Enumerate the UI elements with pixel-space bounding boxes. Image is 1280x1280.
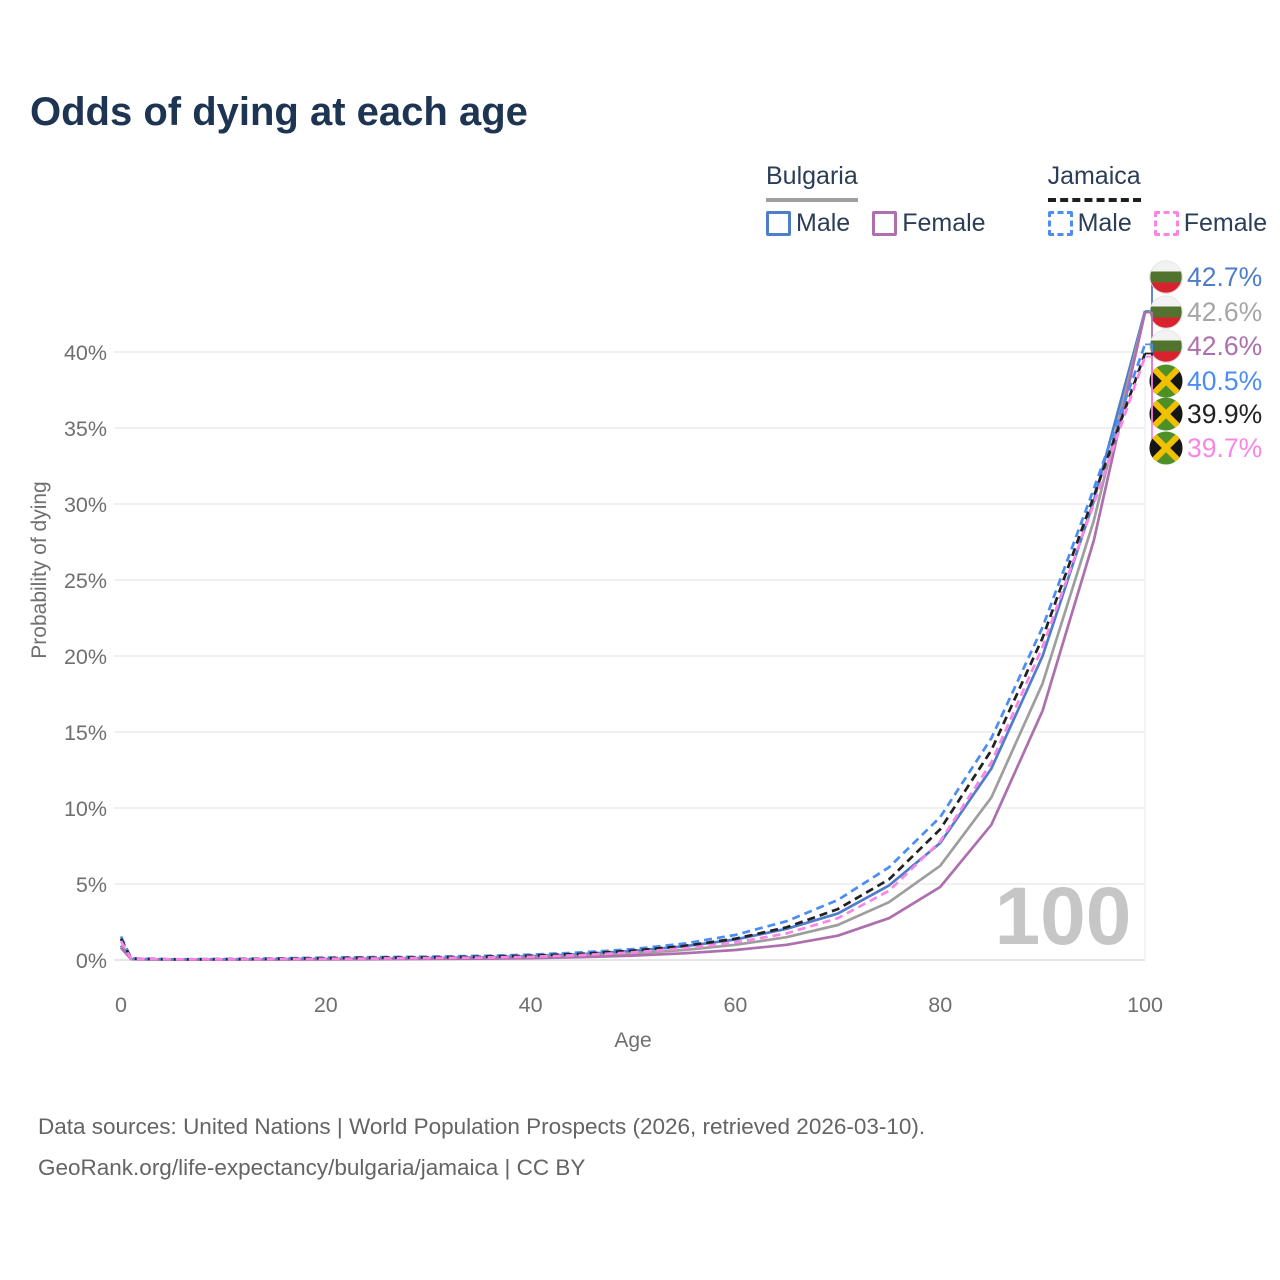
x-axis-tick-labels: 0 20 40 60 80 100 <box>115 993 1163 1017</box>
x-tick-20: 20 <box>314 993 338 1017</box>
series-line-jamaica-both-sexes[interactable] <box>119 353 1147 961</box>
x-tick-100: 100 <box>1127 993 1163 1017</box>
footer-attribution: GeoRank.org/life-expectancy/bulgaria/jam… <box>38 1155 586 1180</box>
legend-country-jamaica: Jamaica <box>1047 162 1141 202</box>
series-lines <box>119 310 1147 962</box>
y-tick-15: 15% <box>64 721 107 745</box>
legend-label-bulgaria-female: Female <box>902 209 986 237</box>
y-axis-title: Probability of dying <box>28 481 51 658</box>
series-line-bulgaria-male[interactable] <box>119 310 1147 961</box>
age-counter-watermark: 100 <box>995 871 1132 962</box>
y-axis-tick-labels: 0% 5% 10% 15% 20% 25% 30% 35% 40% <box>64 341 107 973</box>
series-line-bulgaria-both-sexes[interactable] <box>119 312 1147 961</box>
y-tick-5: 5% <box>76 873 107 897</box>
y-tick-10: 10% <box>64 797 107 821</box>
legend-item-bulgaria-male[interactable]: Male <box>766 209 850 238</box>
end-value-annotations: 42.7% 42.6% 42.6% 40.5%39.9% 39.7% <box>1145 260 1262 465</box>
bulgaria-flag-icon <box>1149 329 1183 363</box>
series-line-jamaica-male[interactable] <box>119 343 1147 961</box>
jamaica-flag-icon <box>1149 397 1183 431</box>
legend-item-jamaica-female[interactable]: Female <box>1153 209 1268 238</box>
y-tick-40: 40% <box>64 341 107 365</box>
series-line-bulgaria-female[interactable] <box>119 312 1147 962</box>
jamaica-flag-icon <box>1149 364 1183 398</box>
legend-items-bulgaria: Male Female <box>766 209 986 238</box>
bulgaria-flag-icon <box>1149 295 1183 329</box>
y-tick-35: 35% <box>64 417 107 441</box>
footer-sources: Data sources: United Nations | World Pop… <box>38 1114 926 1139</box>
page-title: Odds of dying at each age <box>30 90 528 134</box>
footer: Data sources: United Nations | World Pop… <box>38 1106 925 1188</box>
end-label-jamaica-male: 40.5% <box>1187 366 1262 396</box>
end-label-jamaica-female: 39.7% <box>1187 433 1262 463</box>
jamaica-female-swatch-icon <box>1153 211 1179 236</box>
legend-item-bulgaria-female[interactable]: Female <box>872 209 986 238</box>
legend-group-jamaica: Jamaica Male Female <box>1047 162 1268 238</box>
end-label-jamaica-both-sexes: 39.9% <box>1187 399 1262 429</box>
legend-country-bulgaria: Bulgaria <box>766 162 858 202</box>
legend-item-jamaica-male[interactable]: Male <box>1047 209 1132 238</box>
y-tick-0: 0% <box>76 949 107 973</box>
x-tick-60: 60 <box>723 993 747 1017</box>
jamaica-flag-icon <box>1149 431 1183 465</box>
jamaica-male-swatch-icon <box>1047 211 1073 236</box>
x-tick-80: 80 <box>928 993 952 1017</box>
y-tick-20: 20% <box>64 645 107 669</box>
legend: Bulgaria Male Female Jamaica Male <box>766 162 1267 238</box>
x-tick-40: 40 <box>519 993 543 1017</box>
end-label-bulgaria-female: 42.6% <box>1187 331 1262 361</box>
end-label-bulgaria-male: 42.7% <box>1187 262 1262 292</box>
gridlines <box>114 351 1146 961</box>
legend-label-bulgaria-male: Male <box>796 209 851 237</box>
y-tick-25: 25% <box>64 569 107 593</box>
series-line-jamaica-female[interactable] <box>119 356 1147 961</box>
legend-label-jamaica-female: Female <box>1183 209 1268 237</box>
end-label-bulgaria-both-sexes: 42.6% <box>1187 297 1262 327</box>
x-axis-title: Age <box>614 1029 651 1052</box>
legend-group-bulgaria: Bulgaria Male Female <box>766 162 986 238</box>
y-tick-30: 30% <box>64 493 107 517</box>
legend-items-jamaica: Male Female <box>1047 209 1268 238</box>
legend-label-jamaica-male: Male <box>1077 209 1132 237</box>
x-tick-0: 0 <box>115 993 127 1017</box>
bulgaria-female-swatch-icon <box>872 211 898 236</box>
bulgaria-flag-icon <box>1149 260 1183 294</box>
bulgaria-male-swatch-icon <box>766 211 791 236</box>
